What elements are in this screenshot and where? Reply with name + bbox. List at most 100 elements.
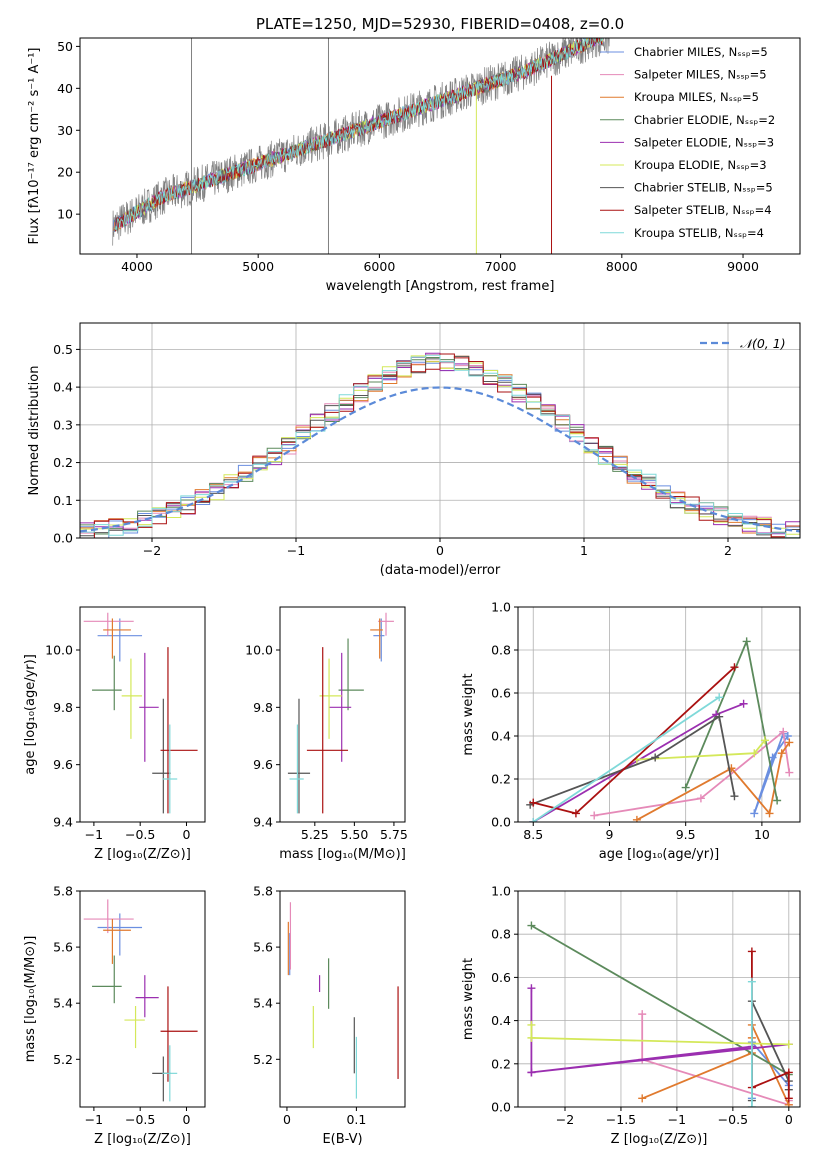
y-tick-label: 0.0 bbox=[53, 531, 73, 546]
y-tick-label: 9.4 bbox=[53, 815, 73, 830]
legend-label: Chabrier MILES, Nₛₛₚ=5 bbox=[634, 45, 768, 59]
weight-marker bbox=[638, 1094, 647, 1103]
y-axis-label: mass [log₁₀(M/M⊙)] bbox=[23, 936, 38, 1063]
weight-marker bbox=[638, 1010, 647, 1019]
weight-marker bbox=[779, 727, 788, 736]
y-tick-label: 30 bbox=[57, 123, 73, 138]
weight-marker bbox=[765, 809, 774, 818]
legend-label: Kroupa MILES, Nₛₛₚ=5 bbox=[634, 90, 759, 104]
x-tick-label: 0 bbox=[183, 827, 191, 842]
x-tick-label: 9 bbox=[605, 827, 613, 842]
y-tick-label: 5.8 bbox=[253, 884, 273, 899]
x-axis-label: E(B-V) bbox=[322, 1132, 362, 1147]
weight-marker bbox=[529, 798, 538, 807]
x-tick-label: 6000 bbox=[363, 259, 395, 274]
y-axis-label: mass weight bbox=[461, 673, 476, 755]
x-tick-label: 5.25 bbox=[301, 827, 329, 842]
y-tick-label: 40 bbox=[57, 81, 73, 96]
figure-title: PLATE=1250, MJD=52930, FIBERID=0408, z=0… bbox=[256, 15, 624, 33]
weight-marker bbox=[747, 977, 756, 986]
weight-marker bbox=[571, 809, 580, 818]
plot-area-residuals bbox=[80, 352, 800, 538]
axes-frame bbox=[79, 890, 206, 1108]
x-axis-label: (data-model)/error bbox=[380, 563, 501, 578]
x-tick-label: 7000 bbox=[485, 259, 517, 274]
panels: 4000 5000 6000 7000 8000 90001020304050wavele… bbox=[23, 37, 801, 1147]
y-tick-label: 9.8 bbox=[53, 700, 73, 715]
y-tick-label: 10.0 bbox=[245, 643, 273, 658]
x-tick-label: −0.5 bbox=[125, 1112, 155, 1127]
legend-label: 𝒩(0, 1) bbox=[740, 336, 786, 351]
x-tick-label: −1 bbox=[668, 1112, 686, 1127]
weight-marker bbox=[784, 1068, 793, 1077]
x-tick-label: 5.75 bbox=[380, 827, 408, 842]
weight-marker bbox=[783, 732, 792, 740]
panel-residuals: −2 −1 0 1 2 0.0 0.1 0.2 0.3 0.4 0.5 (data-model)/er… bbox=[27, 322, 801, 578]
x-tick-label: 0.1 bbox=[346, 1112, 366, 1127]
y-tick-label: 5.8 bbox=[53, 884, 73, 899]
plot-area-weight_vs_age bbox=[526, 637, 794, 822]
y-tick-label: 10.0 bbox=[45, 643, 73, 658]
weight-marker bbox=[760, 736, 769, 745]
x-tick-label: 0 bbox=[183, 1112, 191, 1127]
weight-marker bbox=[590, 811, 599, 820]
y-tick-label: 0.1 bbox=[53, 493, 73, 508]
weight-marker bbox=[785, 738, 794, 747]
axes-frame bbox=[279, 890, 406, 1108]
x-tick-label: −0.5 bbox=[718, 1112, 748, 1127]
y-tick-label: 9.4 bbox=[253, 815, 273, 830]
x-tick-label: 9000 bbox=[727, 259, 759, 274]
weight-line bbox=[641, 1024, 790, 1106]
weight-marker bbox=[715, 712, 724, 721]
panel-mass_vs_Z: −1 −0.5 0 5.2 5.4 5.6 5.8 Z [log₁₀(Z/Z⊙)] mass [… bbox=[23, 884, 206, 1147]
x-axis-label: Z [log₁₀(Z/Z⊙)] bbox=[94, 847, 191, 862]
y-tick-label: 5.6 bbox=[253, 940, 273, 955]
legend-label: Salpeter STELIB, Nₛₛₚ=4 bbox=[634, 203, 772, 217]
weight-marker bbox=[750, 749, 759, 758]
weight-marker bbox=[527, 1068, 536, 1077]
weight-marker bbox=[681, 783, 690, 792]
weight-line bbox=[594, 730, 791, 817]
weight-marker bbox=[747, 947, 756, 956]
y-tick-label: 0.5 bbox=[53, 342, 73, 357]
weight-line bbox=[530, 924, 790, 1076]
weight-line bbox=[532, 696, 720, 822]
weight-marker bbox=[742, 637, 751, 646]
weight-marker bbox=[651, 753, 660, 762]
x-tick-label: −1.5 bbox=[606, 1112, 636, 1127]
spectrum-model-kroupa-stelib bbox=[114, 38, 604, 231]
x-axis-label: age [log₁₀(age/yr)] bbox=[599, 847, 720, 862]
x-tick-label: 0 bbox=[436, 543, 444, 558]
x-tick-label: −1 bbox=[85, 827, 103, 842]
histogram-kroupa-stelib bbox=[80, 354, 800, 538]
x-axis-label: Z [log₁₀(Z/Z⊙)] bbox=[94, 1132, 191, 1147]
x-axis-label: Z [log₁₀(Z/Z⊙)] bbox=[611, 1132, 708, 1147]
axes-frame bbox=[79, 37, 801, 255]
y-tick-label: 0.4 bbox=[491, 729, 511, 744]
plot-area-mass_vs_Z bbox=[83, 899, 198, 1102]
legend-label: Kroupa ELODIE, Nₛₛₚ=3 bbox=[634, 158, 767, 172]
legend-label: Salpeter MILES, Nₛₛₚ=5 bbox=[634, 68, 767, 82]
y-tick-label: 0.6 bbox=[491, 970, 511, 985]
panel-weight_vs_Z: −2 −1.5 −1 −0.5 0 0.0 0.2 0.4 0.6 0.8 1.0 Z [log₁₀(… bbox=[461, 884, 801, 1147]
y-axis-label: Flux [fλ10⁻¹⁷ erg cm⁻² s⁻¹ A⁻¹] bbox=[27, 48, 42, 245]
panel-age_vs_Z: −1 −0.5 0 9.4 9.6 9.8 10.0 Z [log₁₀(Z/Z⊙)] age [… bbox=[23, 606, 206, 862]
x-tick-label: 1 bbox=[580, 543, 588, 558]
panel-mass_vs_EBV: 0 0.1 5.2 5.4 5.6 5.8 E(B-V) bbox=[253, 884, 406, 1147]
normal-curve bbox=[80, 386, 800, 533]
y-tick-label: 9.8 bbox=[253, 700, 273, 715]
weight-marker bbox=[632, 815, 641, 822]
y-tick-label: 0.6 bbox=[491, 686, 511, 701]
y-tick-label: 5.6 bbox=[53, 940, 73, 955]
y-tick-label: 0.0 bbox=[491, 1100, 511, 1115]
weight-marker bbox=[529, 818, 538, 822]
weight-marker bbox=[784, 1040, 793, 1049]
weight-marker bbox=[785, 768, 794, 777]
weight-marker bbox=[747, 1103, 756, 1107]
y-tick-label: 5.2 bbox=[53, 1052, 73, 1067]
x-tick-label: 8.5 bbox=[523, 827, 543, 842]
weight-marker bbox=[730, 792, 739, 801]
spectrum-legend: Chabrier MILES, Nₛₛₚ=5 Salpeter MILES, Nₛ… bbox=[600, 45, 775, 240]
y-tick-label: 0.8 bbox=[491, 927, 511, 942]
x-tick-label: −1 bbox=[85, 1112, 103, 1127]
